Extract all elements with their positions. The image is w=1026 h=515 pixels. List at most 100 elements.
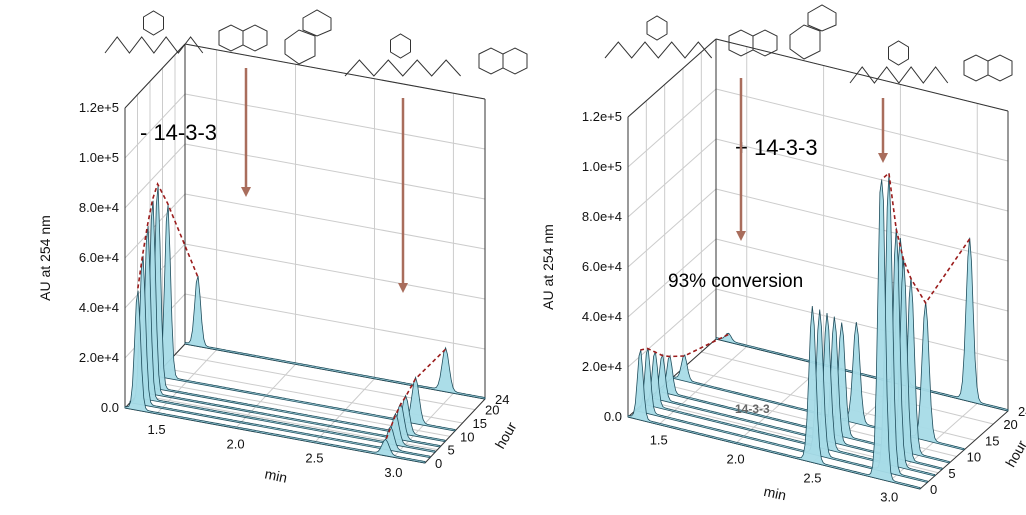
side-chain-ring	[143, 10, 164, 36]
trend-line	[384, 348, 447, 442]
z-tick-label: 20	[1003, 417, 1017, 432]
axis-box	[124, 43, 486, 464]
trend-lines	[640, 171, 971, 358]
condition-label: + 14-3-3	[735, 135, 818, 160]
naphthalene-ring	[502, 47, 528, 75]
fusicoccane-ring	[284, 29, 316, 65]
gridline	[715, 138, 1009, 212]
x-axis-label: min	[762, 483, 787, 503]
y-axis-label: AU at 254 nm	[37, 215, 53, 301]
gridline	[124, 143, 186, 209]
naphthalene-ring	[752, 29, 778, 57]
gridline	[184, 143, 486, 200]
fusicoccin-conjugate-structure-left	[284, 9, 332, 65]
protein-peak-label: 14-3-3	[735, 402, 770, 416]
z-tick-label: 15	[473, 416, 487, 431]
gridline	[627, 188, 717, 268]
y-tick-label: 8.0e+4	[582, 209, 622, 224]
y-tick-label: 4.0e+4	[79, 300, 119, 315]
condition-label: - 14-3-3	[140, 120, 217, 145]
gridline	[715, 88, 1009, 162]
conjugate-peptide-structure-left	[344, 33, 528, 77]
peptide-structure-right	[604, 15, 778, 59]
x-tick-label: 3.0	[384, 465, 402, 480]
z-tick-label: 24	[495, 392, 509, 407]
chromatogram-trace	[627, 179, 921, 490]
z-tick-label: 5	[448, 443, 455, 458]
trend-line	[881, 171, 971, 305]
y-tick-label: 1.0e+5	[79, 150, 119, 165]
y-tick-label: 2.0e+4	[79, 350, 119, 365]
side-chain-ring	[390, 33, 411, 59]
arrows	[241, 68, 888, 293]
aromatic-ring	[218, 24, 244, 52]
aromatic-ring	[478, 47, 504, 75]
traces	[627, 173, 1009, 490]
axis-edge	[627, 38, 717, 118]
gridline	[715, 238, 1009, 312]
conversion-annotation: 93% conversion	[668, 271, 803, 292]
x-tick-label: 3.0	[880, 489, 898, 504]
aromatic-ring	[963, 54, 989, 82]
backbone-bond	[604, 41, 713, 59]
z-tick-label: 0	[435, 456, 442, 471]
conjugate-peptide-structure-right	[849, 40, 1013, 84]
y-axis-label: AU at 254 nm	[540, 224, 556, 310]
backbone-bond	[344, 59, 461, 77]
naphthalene-ring	[987, 54, 1013, 82]
axis-edge	[715, 38, 1009, 112]
gridline	[627, 138, 717, 218]
gridline	[715, 188, 1009, 262]
x-tick-label: 1.5	[650, 433, 668, 448]
z-tick-label: 5	[948, 466, 955, 481]
side-chain-ring	[646, 15, 668, 41]
trend-line	[136, 181, 199, 291]
gridline	[627, 88, 717, 168]
tick-labels: 0.0 2.0e+4 4.0e+4 6.0e+4 8.0e+4 1.0e+5 1.2e+5 1…	[582, 109, 1026, 504]
y-tick-label: 8.0e+4	[79, 200, 119, 215]
gridline	[184, 293, 486, 350]
tick-labels: 0.0 2.0e+4 4.0e+4 6.0e+4 8.0e+4 1.0e+5 1.2e+5 1…	[79, 100, 510, 480]
x-tick-label: 2.0	[226, 436, 244, 451]
trend-line	[640, 333, 729, 358]
backbone-bond	[849, 66, 949, 84]
x-tick-label: 2.0	[727, 452, 745, 467]
gridline	[701, 351, 994, 425]
x-tick-label: 2.5	[305, 451, 323, 466]
sugar-ring	[807, 4, 837, 32]
y-tick-label: 1.2e+5	[79, 100, 119, 115]
trend-lines	[136, 181, 447, 442]
backbone-bond	[104, 36, 204, 54]
gridline	[174, 354, 476, 411]
x-axis-label: min	[263, 465, 288, 485]
y-tick-label: 6.0e+4	[79, 250, 119, 265]
z-axis-label: hour	[1002, 437, 1026, 470]
x-tick-label: 1.5	[148, 422, 166, 437]
structures	[104, 4, 1013, 84]
z-tick-label: 10	[460, 429, 474, 444]
y-tick-label: 2.0e+4	[582, 359, 622, 374]
z-tick-label: 0	[930, 482, 937, 497]
y-tick-label: 1.2e+5	[582, 109, 622, 124]
z-tick-label: 20	[485, 403, 499, 418]
y-tick-label: 1.0e+5	[582, 159, 622, 174]
y-tick-label: 0.0	[604, 409, 622, 424]
side-chain-ring	[888, 40, 909, 66]
z-tick-label: 10	[967, 450, 981, 465]
y-tick-label: 6.0e+4	[582, 259, 622, 274]
chromatogram-trace	[184, 275, 486, 400]
chromatogram-trace	[144, 185, 446, 443]
axis-edge	[184, 43, 486, 100]
chromatogram-trace	[124, 290, 426, 464]
traces	[124, 185, 486, 464]
panel-with-14-3-3: 0.0 2.0e+4 4.0e+4 6.0e+4 8.0e+4 1.0e+5 1.2e+5 1…	[540, 38, 1026, 504]
axis-edge	[124, 43, 186, 109]
chromatogram-trace	[715, 237, 1009, 412]
z-tick-label: 24	[1018, 404, 1026, 419]
z-tick-label: 15	[985, 433, 999, 448]
x-tick-label: 2.5	[803, 470, 821, 485]
fusicoccin-conjugate-structure-right	[789, 4, 837, 60]
z-axis-label: hour	[492, 419, 520, 452]
